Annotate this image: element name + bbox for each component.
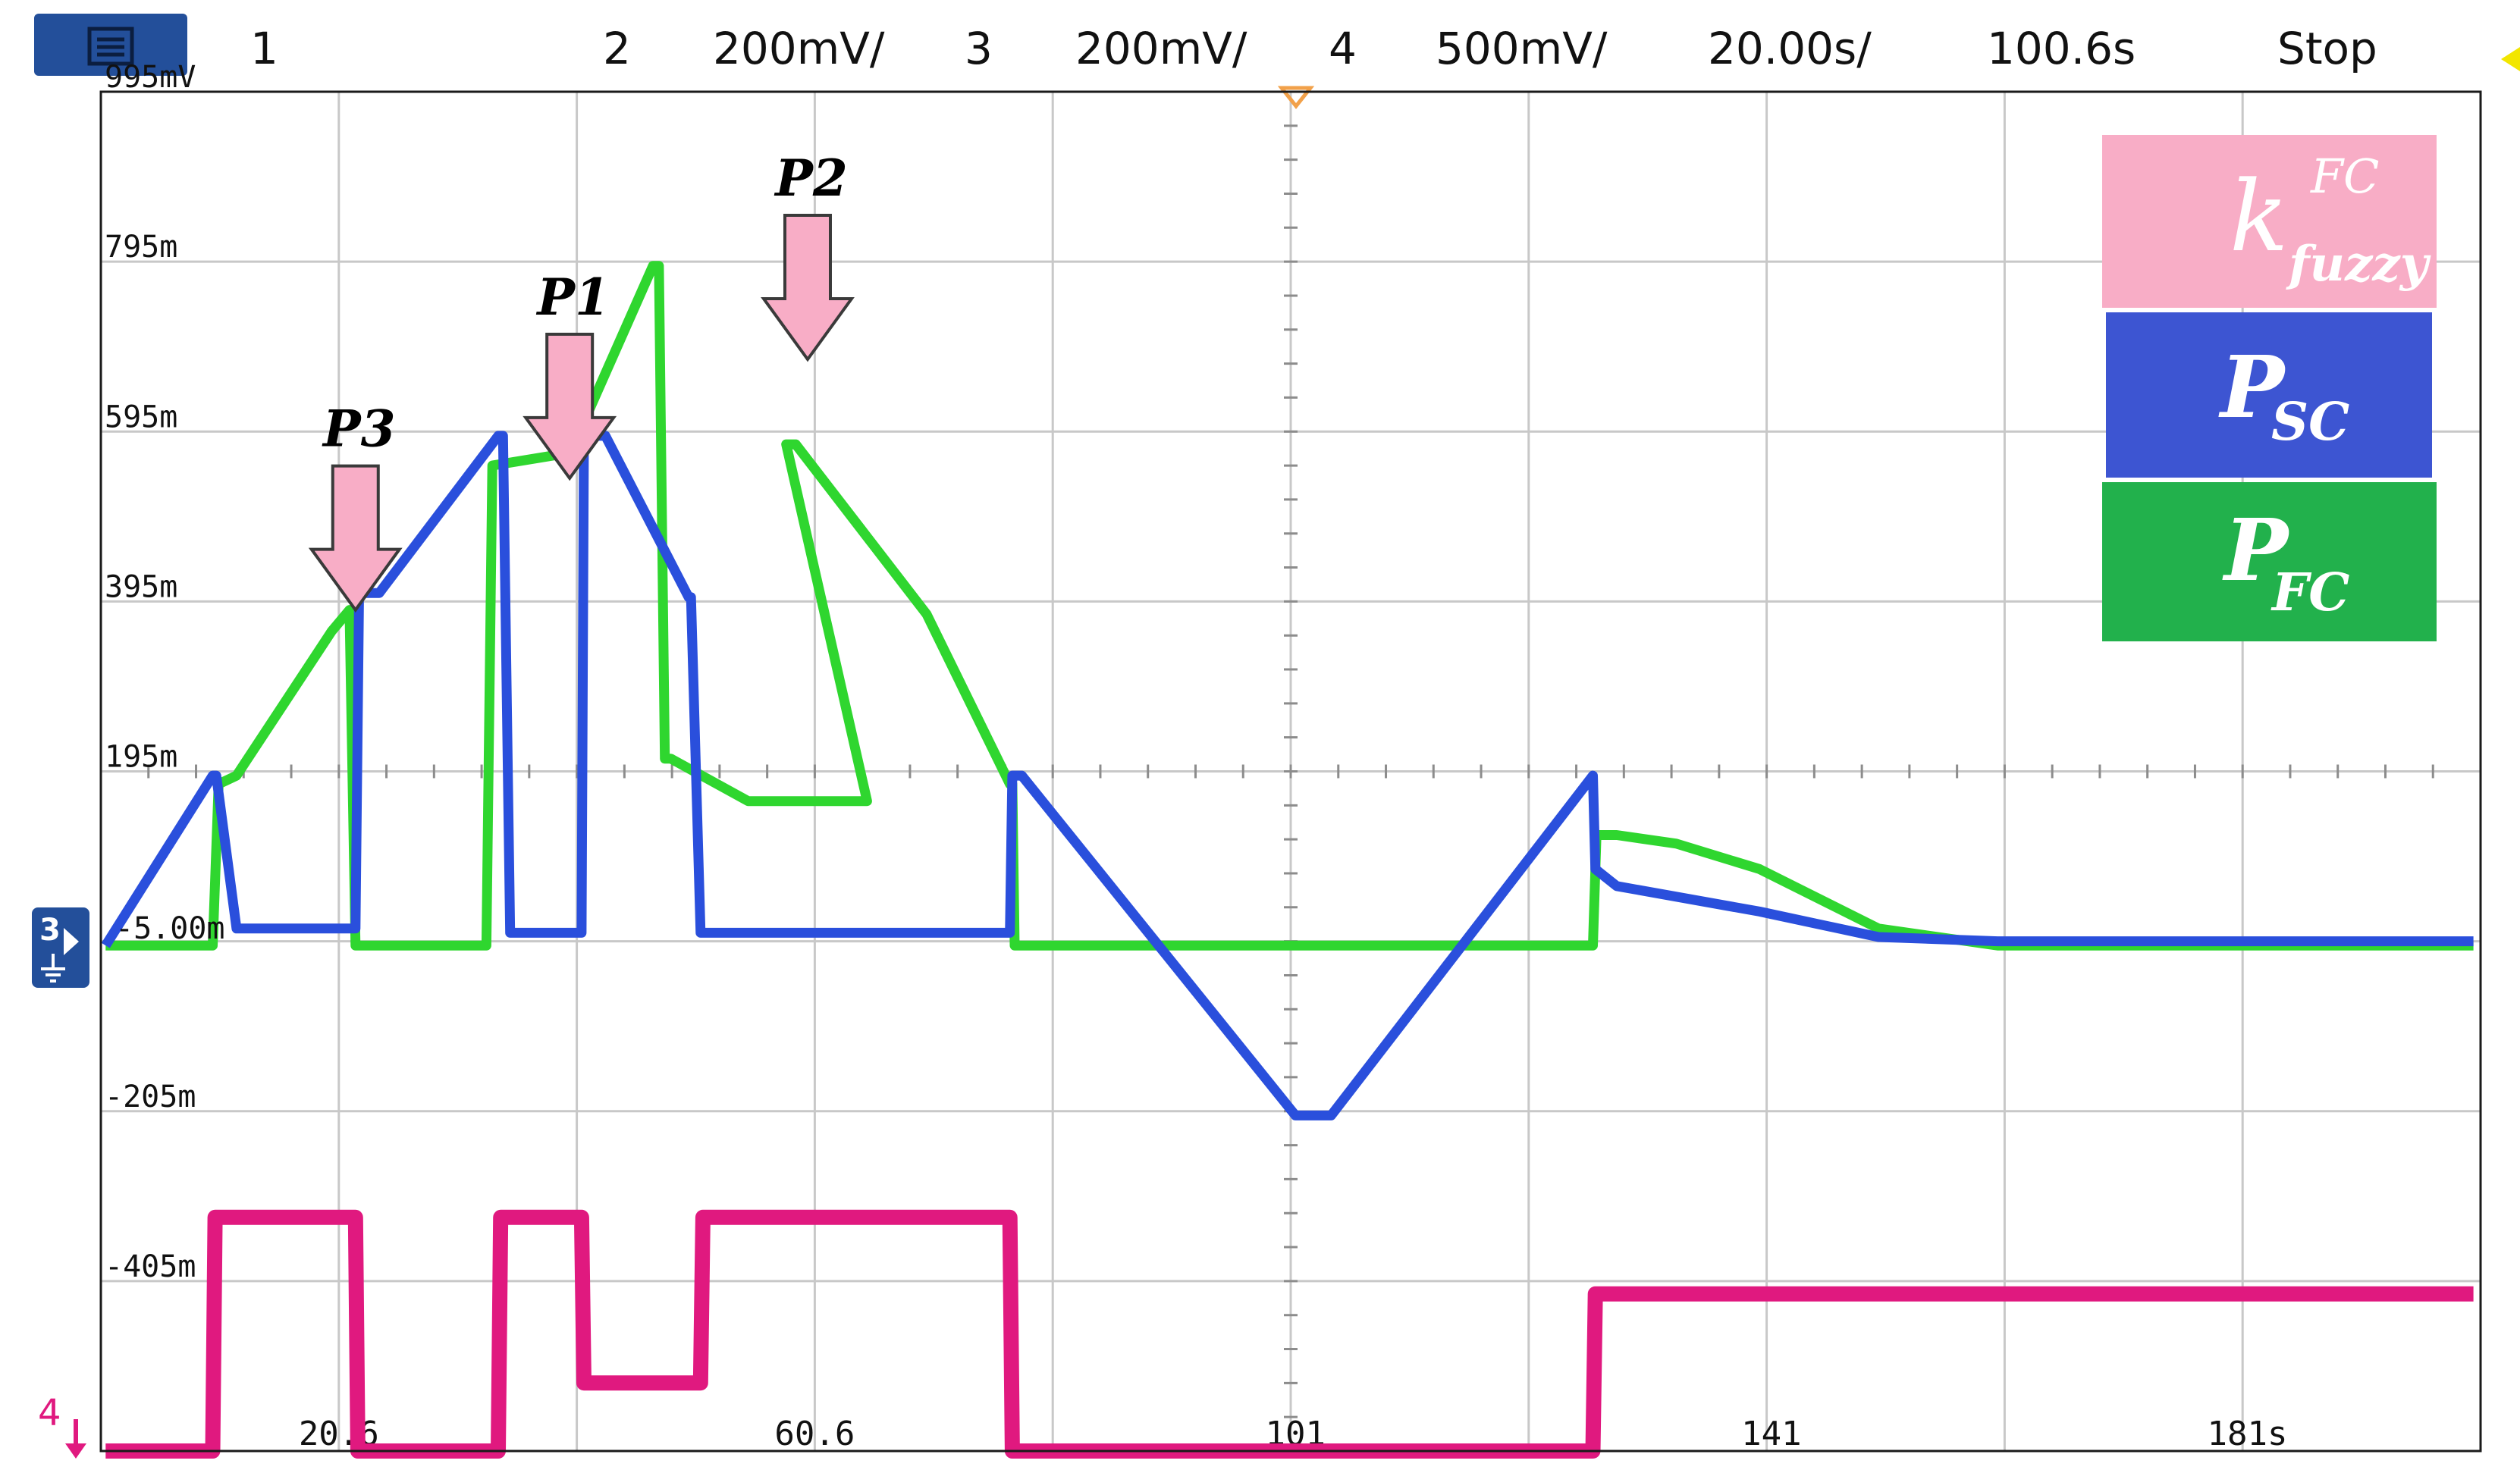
x-tick-label: 60.6 xyxy=(774,1415,855,1453)
annotation-label: P3 xyxy=(322,400,396,459)
annotation-label: P1 xyxy=(535,268,610,327)
legend: k FC fuzzy P SC P FC xyxy=(2102,135,2437,641)
menu-icon xyxy=(87,27,134,66)
legend-psc-sub: SC xyxy=(2271,392,2349,453)
annotation-arrow-icon xyxy=(523,332,617,481)
annotation-arrow-icon xyxy=(761,213,855,362)
header-bar: 1 2 200mV/ 3 200mV/ 4 500mV/ 20.00s/ 100… xyxy=(34,14,2520,76)
channel-3-marker-arrow-icon xyxy=(64,928,79,955)
menu-button[interactable] xyxy=(34,14,187,76)
x-tick-label: 181s xyxy=(2207,1415,2287,1453)
legend-pfc-main: P xyxy=(2222,501,2290,600)
annotation-arrow-icon xyxy=(308,464,403,613)
channel-1-label[interactable]: 1 xyxy=(250,23,278,74)
channel-4-marker-arrow-icon xyxy=(65,1443,86,1459)
channel-4-scale[interactable]: 500mV/ xyxy=(1436,23,1608,74)
plot-border xyxy=(99,90,2482,1453)
x-tick-label: 141 xyxy=(1741,1415,1801,1453)
legend-kfuzzy-box xyxy=(2102,135,2437,308)
channel-3-label[interactable]: 3 xyxy=(965,23,993,74)
channel-4-ground-marker[interactable]: 4 xyxy=(38,1392,86,1459)
channel-4-marker-label: 4 xyxy=(38,1392,61,1434)
delay-readout[interactable]: 100.6s xyxy=(1987,23,2136,74)
run-stop-status[interactable]: Stop xyxy=(2277,23,2377,74)
legend-psc-main: P xyxy=(2218,338,2286,437)
y-tick-label: 795m xyxy=(105,230,177,265)
y-tick-label: 395m xyxy=(105,569,177,604)
x-tick-labels: 20.6 60.6 101 141 181s xyxy=(299,1415,2288,1453)
legend-psc-box xyxy=(2106,312,2432,478)
channel-3-marker-label: 3 xyxy=(39,913,61,948)
channel-2-scale[interactable]: 200mV/ xyxy=(713,23,885,74)
annotations: P3 P1 P2 xyxy=(308,149,855,613)
channel-3-scale[interactable]: 200mV/ xyxy=(1075,23,1247,74)
legend-pfc-sub: FC xyxy=(2271,563,2349,623)
legend-kfuzzy-sub: fuzzy xyxy=(2286,236,2431,293)
y-tick-label: -405m xyxy=(105,1249,196,1284)
y-tick-label: 595m xyxy=(105,400,177,434)
y-tick-label: -205m xyxy=(105,1080,196,1114)
channel-4-label[interactable]: 4 xyxy=(1329,23,1357,74)
y-tick-label: 195m xyxy=(105,740,177,775)
legend-pfc-box xyxy=(2102,482,2437,641)
ground-level-label: -5.00m xyxy=(115,911,225,946)
trigger-level-icon xyxy=(2501,47,2520,71)
ground-icon xyxy=(41,954,65,983)
channel-2-label[interactable]: 2 xyxy=(603,23,631,74)
annotation-label: P2 xyxy=(774,149,848,208)
y-tick-label: 995mV xyxy=(105,60,196,95)
channel-3-ground-marker[interactable]: 3 xyxy=(32,907,89,988)
timebase-readout[interactable]: 20.00s/ xyxy=(1708,23,1872,74)
trigger-position-icon xyxy=(1277,86,1315,110)
legend-kfuzzy-main: k xyxy=(2230,161,2289,274)
legend-kfuzzy-sup: FC xyxy=(2310,149,2379,204)
y-tick-labels: 995mV 795m 595m 395m 195m -205m -405m xyxy=(105,60,196,1284)
